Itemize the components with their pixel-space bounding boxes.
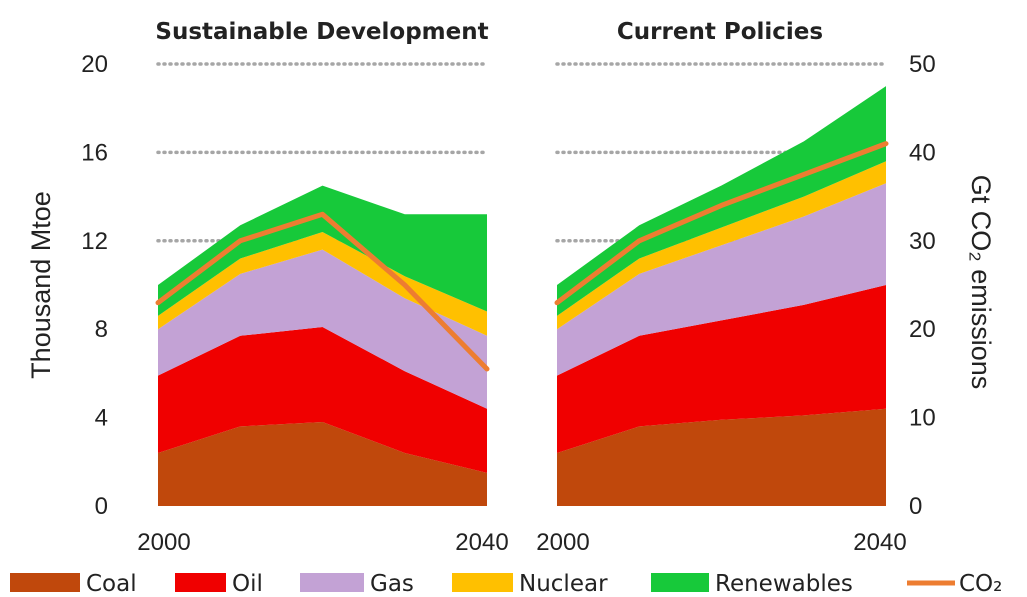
renewables-area-sustainable-development xyxy=(158,185,487,316)
right-tick-0: 0 xyxy=(909,493,922,520)
legend: Coal Oil Gas Nuclear Renewables CO₂ xyxy=(10,571,1002,597)
legend-label-coal: Coal xyxy=(86,571,137,597)
left-tick-12: 12 xyxy=(81,228,108,255)
gas-area-current-policies xyxy=(557,183,886,376)
legend-swatch-gas xyxy=(300,573,364,592)
left-tick-4: 4 xyxy=(95,405,108,432)
panel-title-sustainable-development: Sustainable Development xyxy=(155,19,488,45)
legend-label-renewables: Renewables xyxy=(715,571,853,597)
coal-area-current-policies xyxy=(557,408,886,506)
legend-label-co: CO₂ xyxy=(959,571,1002,597)
legend-label-gas: Gas xyxy=(370,571,414,597)
x-tick-2040-left-panel: 2040 xyxy=(455,529,508,556)
y-axis-label-right: Gt CO₂ emissions xyxy=(966,175,996,390)
left-tick-20: 20 xyxy=(81,51,108,78)
right-tick-50: 50 xyxy=(909,51,936,78)
legend-swatch-renewables xyxy=(651,573,709,592)
left-tick-0: 0 xyxy=(95,493,108,520)
nuclear-area-sustainable-development xyxy=(158,232,487,336)
legend-swatch-oil xyxy=(175,573,226,592)
x-tick-2000-left-panel: 2000 xyxy=(137,529,190,556)
right-tick-30: 30 xyxy=(909,228,936,255)
legend-label-oil: Oil xyxy=(232,571,263,597)
left-tick-16: 16 xyxy=(81,139,108,166)
left-axis-ticks: 0 4 8 12 16 20 xyxy=(81,51,108,520)
legend-label-nuclear: Nuclear xyxy=(519,571,608,597)
co2-line-sustainable-development xyxy=(155,211,490,372)
gas-area-sustainable-development xyxy=(158,249,487,409)
oil-area-current-policies xyxy=(557,285,886,453)
legend-swatch-nuclear xyxy=(452,573,513,592)
x-tick-2000-right-panel: 2000 xyxy=(536,529,589,556)
panel-title-current-policies: Current Policies xyxy=(617,19,823,45)
co2-line-current-policies xyxy=(554,141,889,306)
right-tick-20: 20 xyxy=(909,316,936,343)
coal-area-sustainable-development xyxy=(158,422,487,506)
stacked-areas xyxy=(158,86,886,506)
left-tick-8: 8 xyxy=(95,316,108,343)
right-tick-40: 40 xyxy=(909,139,936,166)
nuclear-area-current-policies xyxy=(557,161,886,330)
right-axis-ticks: 0 10 20 30 40 50 xyxy=(909,51,936,520)
oil-area-sustainable-development xyxy=(158,327,487,473)
co2-lines xyxy=(155,141,889,372)
y-axis-label-left: Thousand Mtoe xyxy=(26,191,56,379)
legend-swatch-coal xyxy=(10,573,80,592)
renewables-area-current-policies xyxy=(557,86,886,316)
right-tick-10: 10 xyxy=(909,405,936,432)
x-tick-2040-right-panel: 2040 xyxy=(853,529,906,556)
